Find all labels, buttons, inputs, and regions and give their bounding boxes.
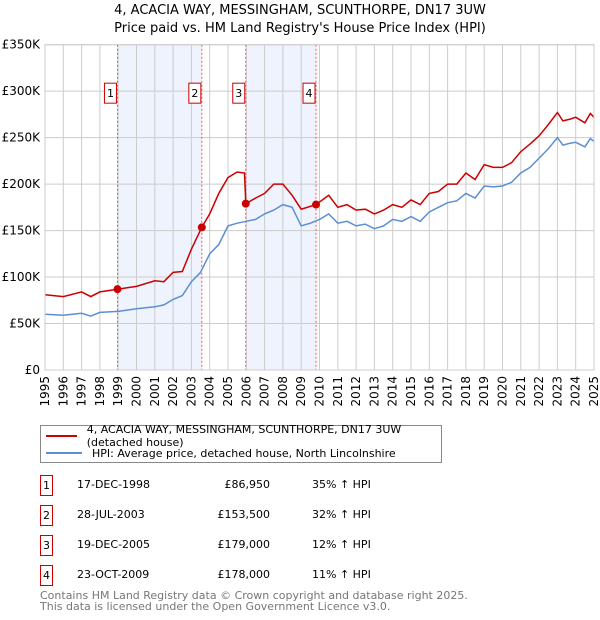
sale-date: 23-OCT-2009 [77, 568, 150, 581]
sale-price: £178,000 [217, 568, 271, 581]
y-tick-label: £200K [2, 177, 42, 191]
legend: 4, ACACIA WAY, MESSINGHAM, SCUNTHORPE, D… [40, 423, 442, 463]
legend-item-property: 4, ACACIA WAY, MESSINGHAM, SCUNTHORPE, D… [46, 423, 441, 449]
sale-point-4 [312, 200, 321, 209]
sale-marker-label-1: 1 [107, 87, 114, 100]
y-tick-label: £300K [2, 84, 42, 98]
sale-marker-box-4 [302, 82, 316, 104]
x-tick-label: 2002 [166, 376, 180, 407]
x-tick-label: 1995 [38, 376, 52, 407]
sale-price: £86,950 [224, 478, 271, 491]
x-tick-label: 2001 [148, 376, 162, 407]
price-chart: £0 £50K £100K £150K £200K £250K £300K £350K 1995… [2, 38, 600, 407]
legend-label-property: 4, ACACIA WAY, MESSINGHAM, SCUNTHORPE, D… [86, 423, 402, 449]
sale-badge: 1 [40, 475, 53, 496]
x-tick-label: 2012 [349, 376, 363, 407]
x-tick-label: 2014 [386, 376, 400, 407]
footer-line-1: Contains HM Land Registry data © Crown c… [40, 589, 468, 602]
x-tick-label: 2003 [184, 376, 198, 407]
legend-label-hpi: HPI: Average price, detached house, Nort… [92, 446, 396, 460]
sale-marker-label-3: 3 [235, 87, 242, 100]
sale-hpi-diff: 11% ↑ HPI [312, 568, 371, 581]
y-tick-label: £100K [2, 270, 42, 284]
property-price-line [44, 111, 595, 298]
sale-hpi-diff: 35% ↑ HPI [312, 478, 371, 491]
x-tick-label: 2025 [587, 376, 600, 407]
sale-price: £153,500 [217, 508, 271, 521]
sale-marker-box-2 [188, 82, 202, 104]
x-tick-label: 2024 [569, 376, 583, 407]
x-tick-label: 2004 [203, 376, 217, 407]
hpi-line [44, 136, 595, 317]
x-tick-label: 1996 [56, 376, 70, 407]
x-tick-label: 2000 [130, 376, 144, 407]
sale-hpi-diff: 12% ↑ HPI [312, 538, 371, 551]
legend-item-hpi: HPI: Average price, detached house, Nort… [46, 446, 396, 460]
x-tick-label: 2016 [422, 376, 436, 407]
y-tick-label: £50K [9, 317, 41, 331]
x-tick-label: 2006 [239, 376, 253, 407]
sale-point-2 [197, 223, 206, 232]
x-tick-label: 2008 [276, 376, 290, 407]
sale-marker-box-3 [232, 82, 246, 104]
y-tick-label: £150K [2, 224, 42, 238]
x-tick-label: 2020 [496, 376, 510, 407]
x-tick-label: 1997 [75, 376, 89, 407]
shaded-period-1 [117, 44, 202, 370]
sale-date: 17-DEC-1998 [77, 478, 151, 491]
plot-border [44, 44, 595, 371]
legend-swatch-hpi [46, 452, 82, 454]
sale-marker-label-2: 2 [191, 87, 198, 100]
footer-line-2: This data is licensed under the Open Gov… [40, 600, 391, 613]
sale-badge: 4 [40, 565, 53, 586]
x-tick-label: 2015 [404, 376, 418, 407]
chart-title: 4, ACACIA WAY, MESSINGHAM, SCUNTHORPE, D… [114, 3, 486, 18]
sale-badge: 3 [40, 535, 53, 556]
x-tick-label: 2005 [221, 376, 235, 407]
y-tick-label: £250K [2, 131, 42, 145]
x-tick-label: 2018 [459, 376, 473, 407]
x-tick-label: 1998 [93, 376, 107, 407]
sale-marker-label-4: 4 [306, 87, 313, 100]
sale-marker-box-1 [103, 82, 117, 104]
sale-price: £179,000 [217, 538, 271, 551]
y-tick-label: £350K [2, 38, 42, 52]
x-tick-label: 2019 [477, 376, 491, 407]
legend-swatch-property [46, 435, 77, 437]
x-tick-label: 2022 [532, 376, 546, 407]
x-tick-label: 2011 [331, 376, 345, 407]
x-tick-label: 2021 [514, 376, 528, 407]
sale-badge: 2 [40, 505, 53, 526]
x-tick-label: 1999 [111, 376, 125, 407]
x-tick-label: 2023 [550, 376, 564, 407]
sale-hpi-diff: 32% ↑ HPI [312, 508, 371, 521]
x-tick-label: 2017 [441, 376, 455, 407]
x-tick-label: 2010 [313, 376, 327, 407]
sale-date: 28-JUL-2003 [77, 508, 145, 521]
y-tick-label: £0 [25, 363, 40, 377]
x-tick-label: 2009 [294, 376, 308, 407]
chart-subtitle: Price paid vs. HM Land Registry's House … [114, 21, 486, 36]
x-tick-label: 2007 [258, 376, 272, 407]
sale-date: 19-DEC-2005 [77, 538, 151, 551]
sale-point-3 [241, 199, 250, 208]
sale-point-1 [113, 285, 122, 294]
x-tick-label: 2013 [367, 376, 381, 407]
